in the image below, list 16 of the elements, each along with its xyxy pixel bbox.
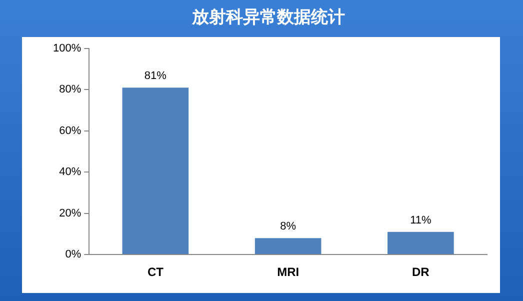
- y-tick-label: 40%: [59, 166, 82, 178]
- x-tick-label: DR: [412, 265, 430, 280]
- y-tick-label: 80%: [59, 84, 82, 96]
- data-label: 11%: [410, 214, 432, 226]
- bar: [388, 232, 454, 254]
- y-tick-label: 60%: [59, 124, 82, 137]
- y-tick-label: 0%: [65, 248, 82, 261]
- x-tick-label: MRI: [277, 265, 300, 280]
- data-label: 8%: [280, 220, 296, 233]
- bar: [254, 238, 322, 254]
- x-tick-label: CT: [147, 265, 164, 280]
- data-label: 81%: [144, 70, 167, 82]
- y-tick-label: 20%: [59, 207, 82, 220]
- bar: [122, 88, 189, 254]
- y-tick-label: 100%: [52, 42, 82, 54]
- chart-title: 放射科异常数据统计: [191, 8, 345, 28]
